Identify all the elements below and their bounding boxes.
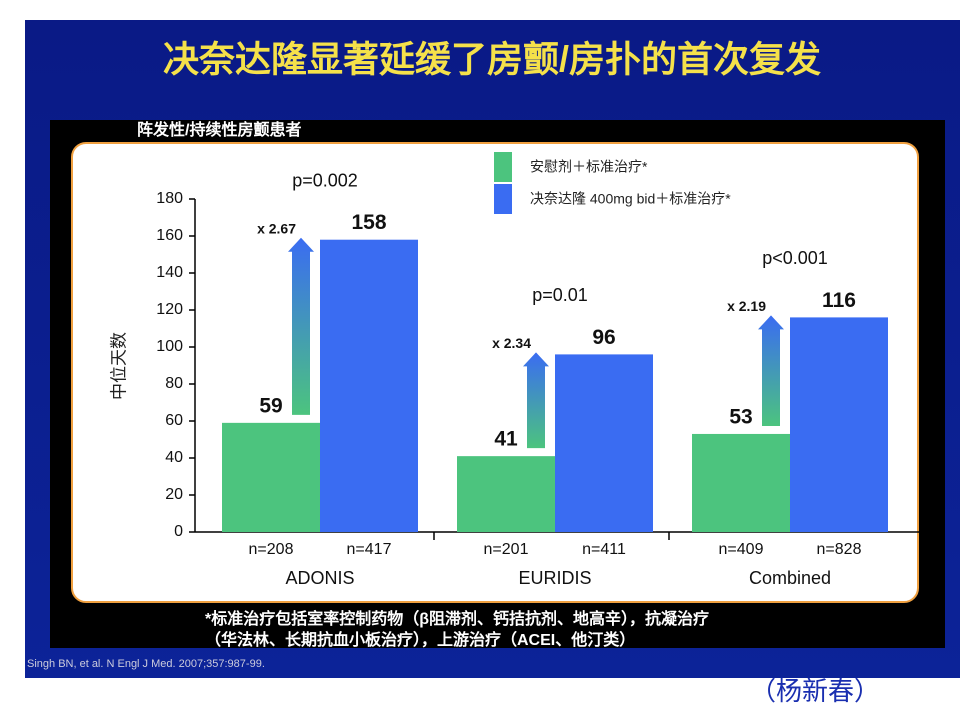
bar xyxy=(320,239,418,532)
bar xyxy=(222,422,320,532)
bar xyxy=(692,433,790,532)
footnote: *标准治疗包括室率控制药物（β阻滞剂、钙拮抗剂、地高辛），抗凝治疗 xyxy=(205,609,709,628)
x-tick-label: EURIDIS xyxy=(518,568,591,588)
citation: Singh BN, et al. N Engl J Med. 2007;357:… xyxy=(27,658,265,670)
y-tick-label: 20 xyxy=(165,486,183,503)
value-label: 96 xyxy=(592,326,615,349)
p-value: p<0.001 xyxy=(762,248,828,268)
n-label: n=409 xyxy=(719,541,764,558)
fold-arrow xyxy=(288,237,314,415)
fold-change: x 2.34 xyxy=(492,335,531,351)
value-label: 116 xyxy=(822,289,856,312)
y-tick-label: 100 xyxy=(156,338,183,355)
fold-change: x 2.19 xyxy=(727,298,766,314)
fold-arrow xyxy=(523,352,549,449)
n-label: n=201 xyxy=(484,541,529,558)
value-label: 53 xyxy=(729,405,752,428)
legend-label: 决奈达隆 400mg bid＋标准治疗* xyxy=(530,191,731,207)
legend-label: 安慰剂＋标准治疗* xyxy=(530,159,648,175)
n-label: n=411 xyxy=(582,541,626,558)
y-tick-label: 0 xyxy=(174,523,183,540)
bar xyxy=(790,317,888,532)
y-axis-label: 中位天数 xyxy=(109,332,128,400)
value-label: 59 xyxy=(259,394,282,417)
p-value: p=0.01 xyxy=(532,285,588,305)
y-tick-label: 160 xyxy=(156,227,183,244)
y-tick-label: 120 xyxy=(156,301,183,318)
n-label: n=417 xyxy=(347,541,392,558)
fold-arrow xyxy=(758,315,784,426)
y-tick-label: 140 xyxy=(156,264,183,281)
value-label: 41 xyxy=(494,428,518,451)
bar xyxy=(457,456,555,532)
x-tick-label: Combined xyxy=(749,568,831,588)
y-tick-label: 40 xyxy=(165,449,183,466)
subtitle: 阵发性/持续性房颤患者 xyxy=(137,120,301,139)
x-tick-label: ADONIS xyxy=(285,568,354,588)
value-label: 158 xyxy=(351,211,386,234)
footnote: （华法林、长期抗血小板治疗），上游治疗（ACEI、他汀类） xyxy=(205,630,635,649)
y-tick-label: 60 xyxy=(165,412,183,429)
bar xyxy=(555,354,653,532)
author: （杨新春） xyxy=(750,677,880,706)
n-label: n=208 xyxy=(249,541,294,558)
legend-swatch xyxy=(494,184,512,214)
p-value: p=0.002 xyxy=(292,170,358,190)
fold-change: x 2.67 xyxy=(257,220,296,236)
n-label: n=828 xyxy=(817,541,862,558)
y-tick-label: 180 xyxy=(156,190,183,207)
title: 决奈达隆显著延缓了房颤/房扑的首次复发 xyxy=(163,39,821,80)
y-tick-label: 80 xyxy=(165,375,183,392)
legend-swatch xyxy=(494,152,512,182)
